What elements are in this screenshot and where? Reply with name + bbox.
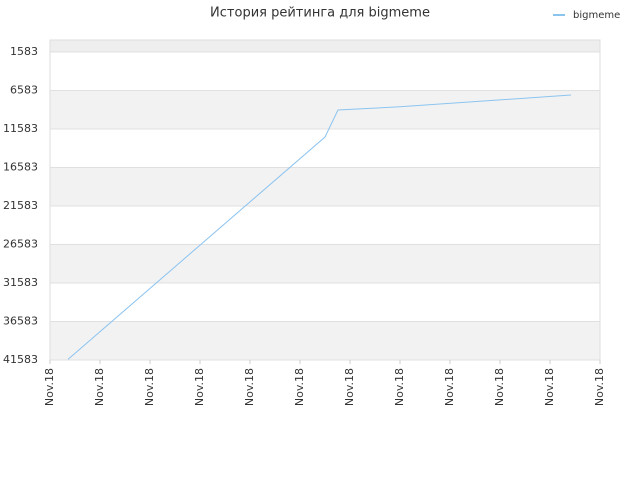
line xyxy=(67,94,572,360)
y-tick-label: 36583 xyxy=(3,314,38,327)
legend-label: bigmeme xyxy=(573,10,620,21)
grid-band xyxy=(50,128,600,168)
grid-band xyxy=(50,90,600,129)
x-tick-label: Nov.18 xyxy=(193,368,206,406)
x-tick-label: Nov.18 xyxy=(293,368,306,406)
y-tick-label: 21583 xyxy=(3,199,38,212)
y-tick-label: 1583 xyxy=(10,45,38,58)
x-tick-label: Nov.18 xyxy=(143,368,156,406)
y-tick-label: 16583 xyxy=(3,160,38,173)
x-tick-label: Nov.18 xyxy=(493,368,506,406)
x-tick-label: Nov.18 xyxy=(393,368,406,406)
grid-band xyxy=(50,167,600,206)
x-tick-label: Nov.18 xyxy=(243,368,256,406)
y-tick-label: 6583 xyxy=(10,83,38,96)
grid-band xyxy=(50,244,600,283)
x-tick-label: Nov.18 xyxy=(593,368,606,406)
grid-band xyxy=(50,40,600,52)
y-tick-label: 31583 xyxy=(3,276,38,289)
y-tick-label: 41583 xyxy=(3,353,38,366)
x-tick-label: Nov.18 xyxy=(93,368,106,406)
x-tick-label: Nov.18 xyxy=(443,368,456,406)
x-tick-label: Nov.18 xyxy=(343,368,356,406)
grid-band xyxy=(50,205,600,245)
x-tick-label: Nov.18 xyxy=(543,368,556,406)
y-tick-label: 11583 xyxy=(3,122,38,135)
x-tick-label: Nov.18 xyxy=(43,368,56,406)
grid-band xyxy=(50,282,600,322)
grid-band xyxy=(50,51,600,91)
grid-band xyxy=(50,321,600,360)
chart-title: История рейтинга для bigmeme xyxy=(210,6,430,21)
y-tick-label: 26583 xyxy=(3,237,38,250)
